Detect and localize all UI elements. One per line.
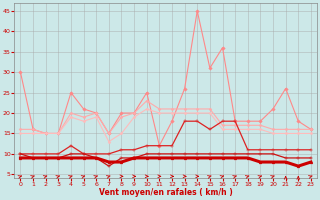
X-axis label: Vent moyen/en rafales ( km/h ): Vent moyen/en rafales ( km/h ) — [99, 188, 233, 197]
